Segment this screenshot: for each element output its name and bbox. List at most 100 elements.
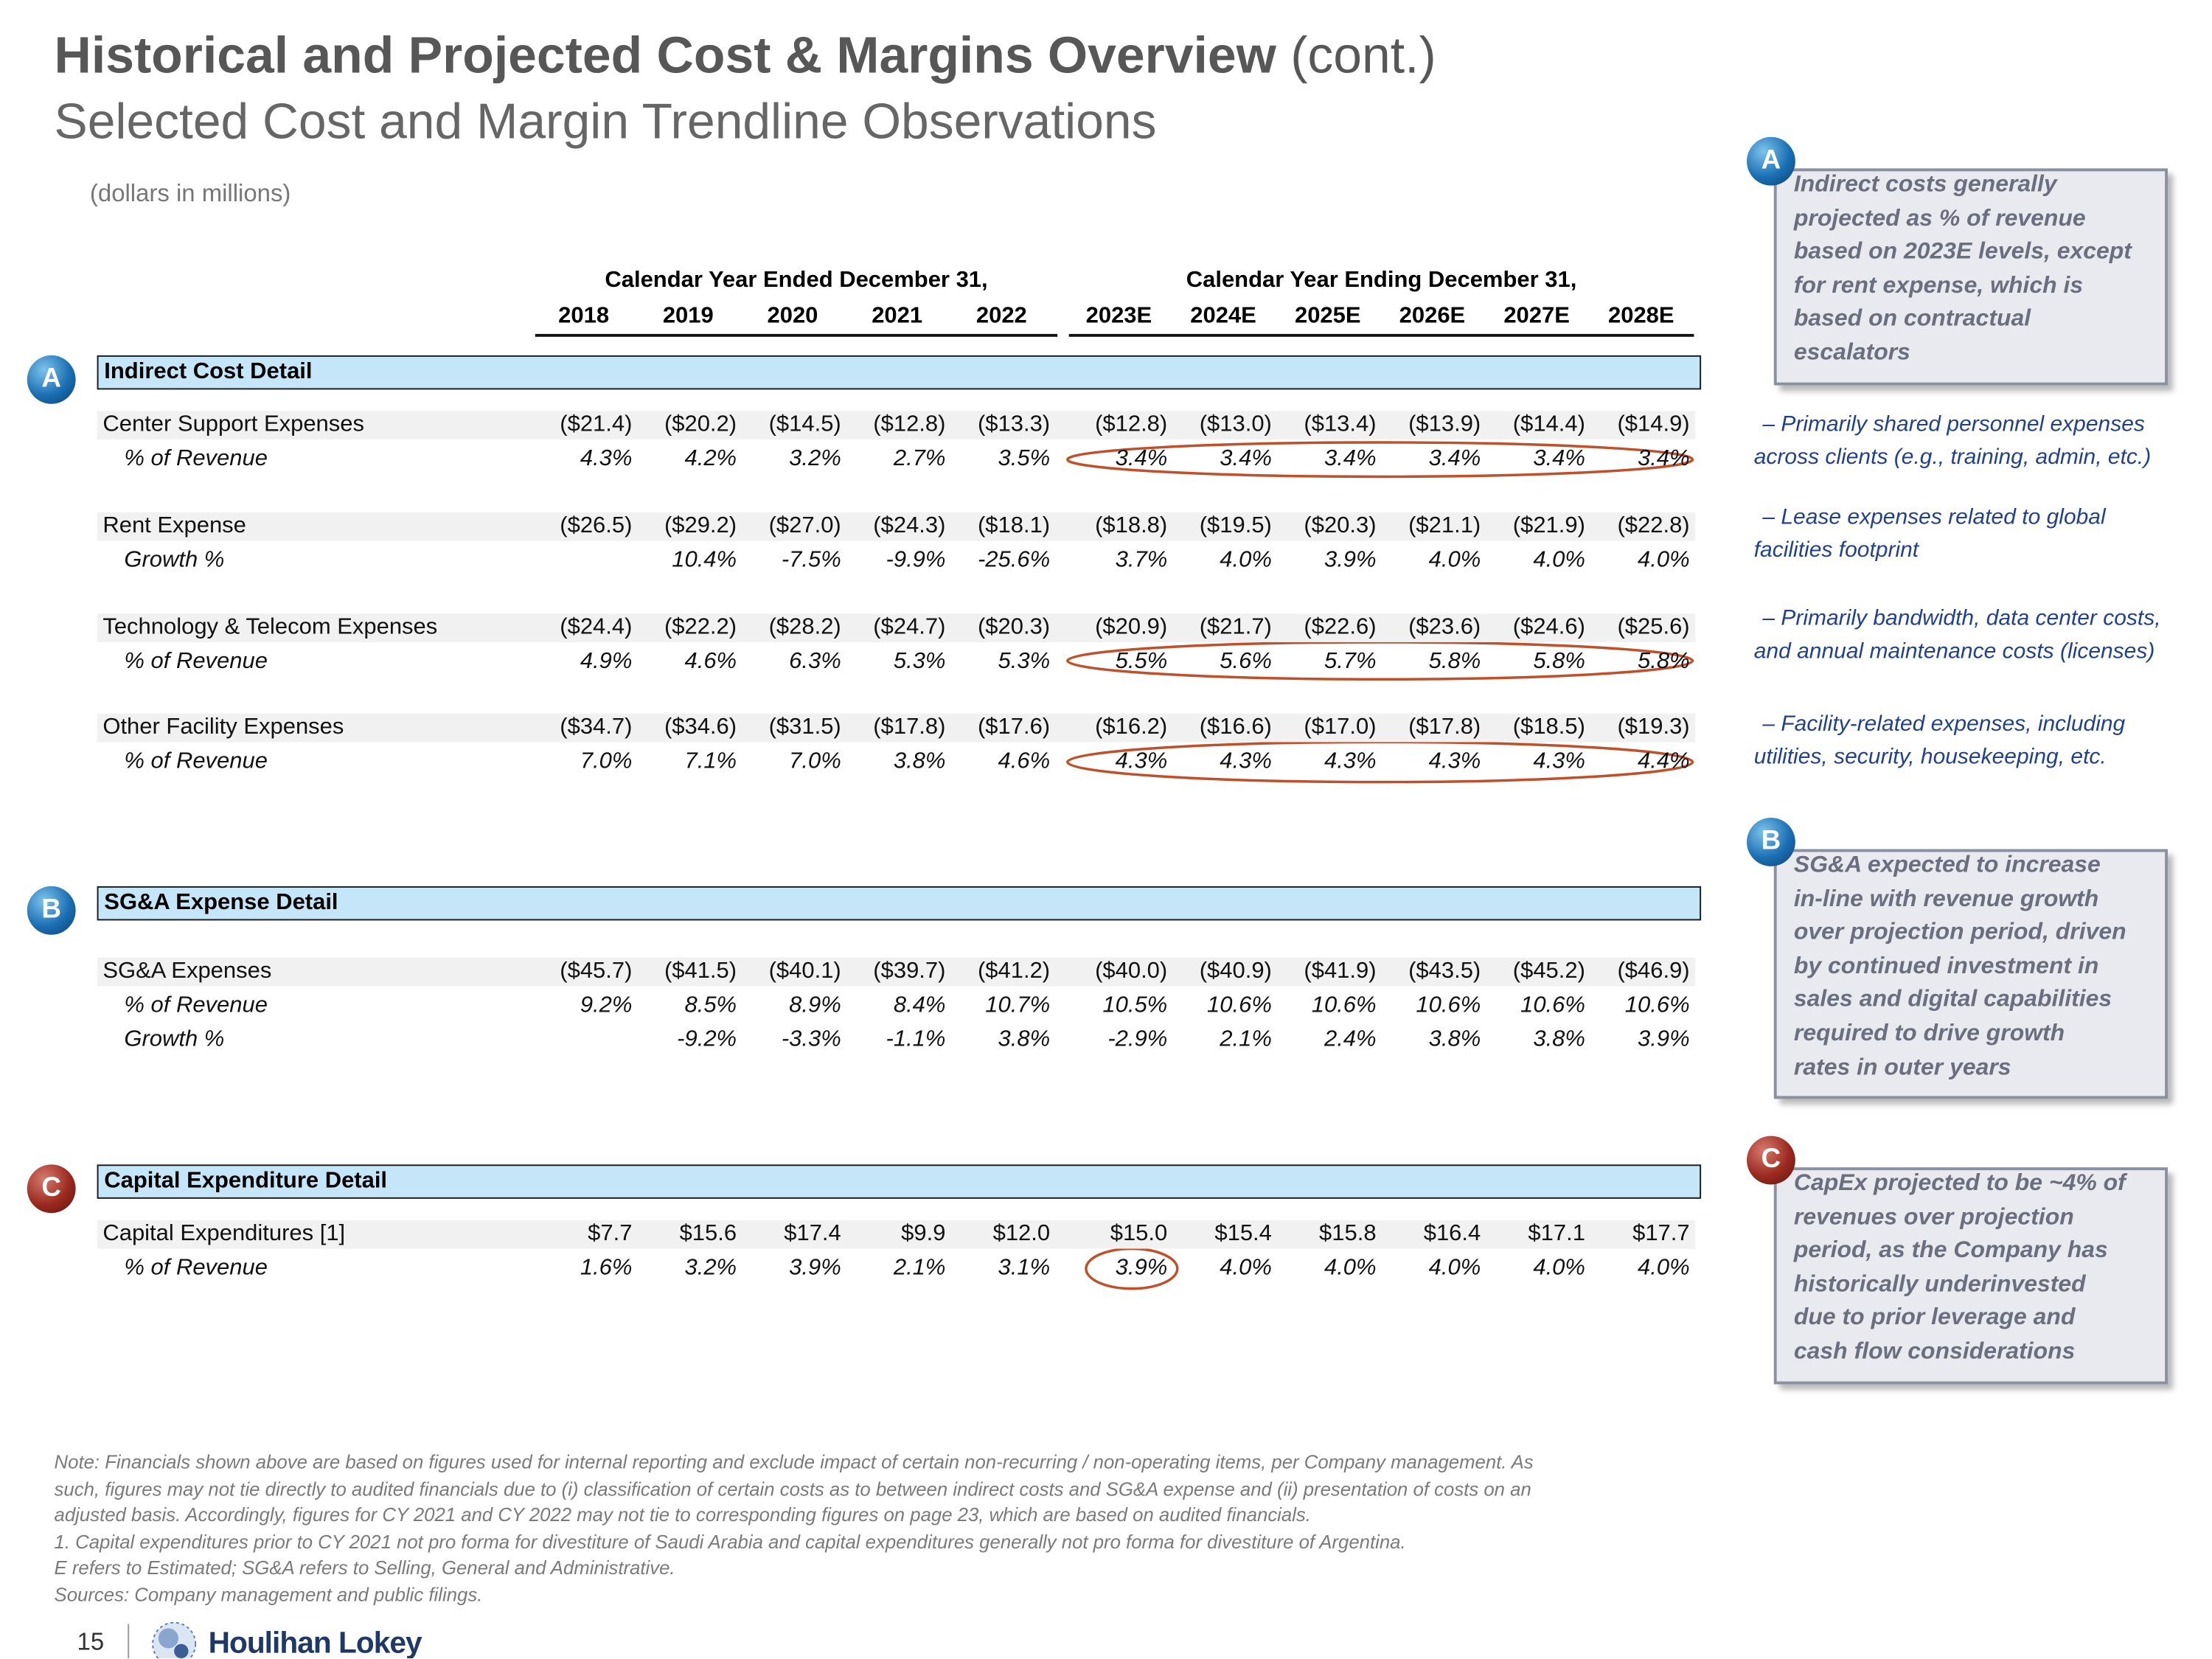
cell-value: 9.2% [580,993,633,1018]
page-number: 15 [77,1628,105,1656]
callout-text: escalators [1793,339,1910,366]
cell-value: ($13.0) [1199,412,1272,437]
cell-value: ($41.5) [664,959,737,984]
cell-value: ($45.2) [1512,959,1585,984]
cell-value: ($21.1) [1408,513,1481,538]
cell-value: -9.2% [677,1027,737,1052]
cell-value: ($41.2) [977,959,1051,984]
cell-value: ($45.7) [560,959,633,984]
cell-value: $12.0 [992,1221,1051,1246]
year-header: 2027E [1503,304,1570,329]
cell-value: ($13.9) [1408,412,1481,437]
cell-value: ($13.3) [977,412,1051,437]
sub-row-label: % of Revenue [124,749,268,774]
cell-value: 10.5% [1102,993,1168,1018]
section-badge: C [27,1164,76,1214]
cell-value: $15.4 [1214,1221,1272,1246]
cell-value: $17.4 [784,1221,841,1246]
cell-value: $15.8 [1319,1221,1377,1246]
callout-text: in-line with revenue growth [1793,886,2099,911]
section-bar: Capital Expenditure Detail [97,1164,1702,1199]
cell-value: 3.8% [1533,1027,1585,1052]
cell-value: 3.8% [1428,1027,1481,1052]
cell-value: ($25.6) [1617,615,1690,640]
cell-value: ($39.7) [873,959,946,984]
cell-value: 7.0% [789,749,841,774]
cell-value: ($13.4) [1304,412,1377,437]
cell-value: -25.6% [977,548,1051,573]
bullet-text: – Lease expenses related to global [1762,505,2106,530]
cell-value: ($16.2) [1095,714,1168,740]
historical-header: Calendar Year Ended December 31, [605,268,988,293]
callout-text: historically underinvested [1793,1271,2086,1297]
year-header: 2028E [1608,304,1674,329]
cell-value: -2.9% [1107,1027,1168,1052]
bullet-text: – Facility-related expenses, including [1762,712,2126,737]
sub-row-label: % of Revenue [124,1256,268,1281]
row-label: Center Support Expenses [102,412,364,437]
row-shade [97,411,1696,440]
cell-value: $15.6 [679,1221,737,1246]
callout-text: Indirect costs generally [1793,171,2057,198]
cell-value: 3.4% [1428,446,1481,471]
cell-value: $17.1 [1528,1221,1585,1246]
cell-value: 3.9% [1638,1027,1690,1052]
callout-text: based on contractual [1793,305,2031,332]
sub-row-label: % of Revenue [124,649,268,674]
cell-value: 3.8% [893,749,946,774]
cell-value: ($40.9) [1199,959,1272,984]
title-line: Historical and Projected Cost & Margins … [55,26,1436,86]
note-line: Note: Financials shown above are based o… [54,1451,1534,1473]
cell-value: 4.6% [684,649,737,674]
cell-value: ($22.6) [1304,615,1377,640]
cell-value: 4.0% [1428,1256,1481,1281]
cell-value: 3.4% [1533,446,1585,471]
cell-value: -3.3% [781,1027,841,1052]
note-line: adjusted basis. Accordingly, figures for… [54,1504,1311,1526]
cell-value: ($18.1) [977,513,1051,538]
cell-value: 2.1% [1220,1027,1272,1052]
callout-badge: C [1747,1135,1795,1185]
note-line: such, figures may not tie directly to au… [54,1478,1531,1500]
cell-value: ($20.2) [664,412,737,437]
callout-text: revenues over projection [1793,1203,2074,1230]
cell-value: ($14.9) [1617,412,1690,437]
cell-value: -9.9% [886,548,946,573]
section-badge: B [27,886,76,935]
brand: Houlihan Lokey [208,1627,422,1659]
cell-value: 4.0% [1533,1256,1585,1281]
cell-value: -1.1% [886,1027,946,1052]
cell-value: ($21.4) [560,412,633,437]
cell-value: ($18.5) [1512,714,1585,740]
year-header: 2022 [975,304,1027,329]
cell-value: ($17.8) [873,714,946,740]
row-label: Other Facility Expenses [102,714,344,740]
cell-value: 3.9% [1115,1256,1168,1281]
bullet-text: and annual maintenance costs (licenses) [1753,639,2155,664]
row-shade [97,1220,1696,1249]
bullet-text: – Primarily bandwidth, data center costs… [1762,606,2161,631]
bullet-text: – Primarily shared personnel expenses [1762,412,2145,437]
cell-value: 4.3% [1324,749,1377,774]
row-shade [97,957,1696,987]
cell-value: 4.0% [1638,1256,1690,1281]
cell-value: ($17.6) [977,714,1051,740]
cell-value: ($29.2) [664,513,737,538]
cell-value: 4.9% [580,649,633,674]
row-label: SG&A Expenses [102,959,272,984]
cell-value: 8.4% [893,993,946,1018]
cell-value: 4.3% [1428,749,1481,774]
cell-value: ($27.0) [768,513,841,538]
cell-value: ($22.2) [664,615,737,640]
cell-value: ($14.4) [1512,412,1585,437]
cell-value: 10.6% [1311,993,1377,1018]
cell-value: $17.7 [1632,1221,1690,1246]
cell-value: $15.0 [1110,1221,1168,1246]
header-rule [535,333,1058,337]
projected-header: Calendar Year Ending December 31, [1186,268,1577,293]
cell-value: 3.4% [1220,446,1272,471]
cell-value: ($19.5) [1199,513,1272,538]
bullet-text: across clients (e.g., training, admin, e… [1753,445,2152,470]
bullet-text: facilities footprint [1753,538,1919,563]
